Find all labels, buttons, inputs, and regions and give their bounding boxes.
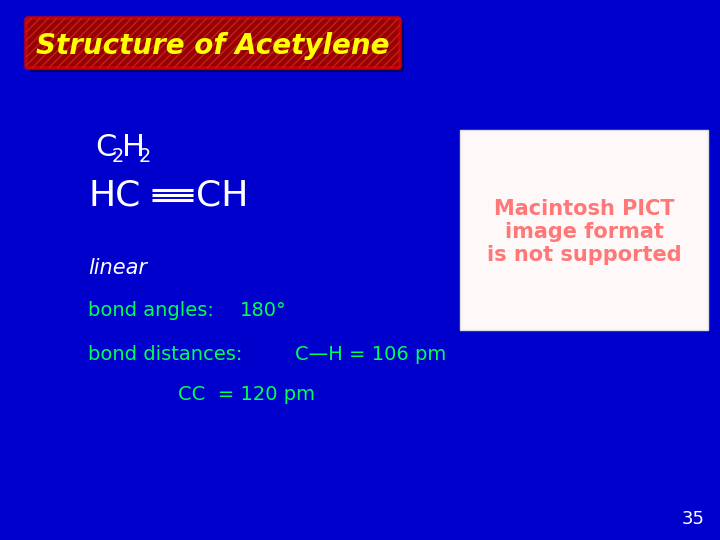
Text: bond distances:: bond distances:: [88, 346, 243, 365]
Text: Macintosh PICT
image format
is not supported: Macintosh PICT image format is not suppo…: [487, 199, 681, 265]
Text: 35: 35: [682, 510, 705, 528]
Text: bond angles:: bond angles:: [88, 300, 214, 320]
FancyBboxPatch shape: [26, 18, 400, 68]
Text: 2: 2: [112, 146, 125, 165]
FancyBboxPatch shape: [30, 22, 404, 72]
Text: H: H: [122, 133, 145, 163]
Text: C: C: [95, 133, 117, 163]
Text: CC  = 120 pm: CC = 120 pm: [178, 386, 315, 404]
Text: linear: linear: [88, 258, 147, 278]
Text: CH: CH: [196, 178, 248, 212]
Text: 2: 2: [139, 146, 151, 165]
Text: C—H = 106 pm: C—H = 106 pm: [295, 346, 446, 365]
Text: Structure of Acetylene: Structure of Acetylene: [36, 32, 390, 60]
Text: 180°: 180°: [240, 300, 287, 320]
Text: HC: HC: [88, 178, 140, 212]
Bar: [460, 130, 708, 330]
